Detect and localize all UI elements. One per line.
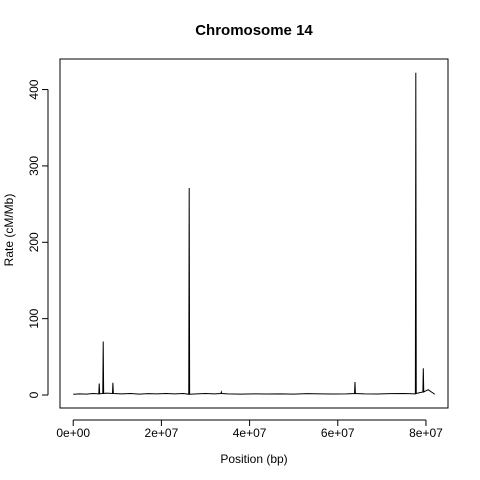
y-tick-label: 200 [27, 232, 41, 252]
x-tick-label: 4e+07 [233, 426, 267, 440]
x-tick-label: 8e+07 [409, 426, 443, 440]
y-tick-label: 0 [27, 391, 41, 398]
chart-title: Chromosome 14 [195, 22, 313, 39]
y-tick-label: 400 [27, 79, 41, 99]
y-axis-label: Rate (cM/Mb) [2, 194, 16, 267]
x-axis: 0e+00 2e+07 4e+07 6e+07 8e+07 [56, 419, 443, 440]
x-axis-label: Position (bp) [220, 452, 287, 466]
y-tick-label: 100 [27, 308, 41, 328]
y-axis: 0 100 200 300 400 [27, 79, 49, 398]
x-tick-label: 0e+00 [56, 426, 90, 440]
plot-frame [59, 58, 449, 409]
y-tick-label: 300 [27, 156, 41, 176]
x-tick-label: 2e+07 [145, 426, 179, 440]
series-line-0 [73, 72, 436, 395]
series-layer [73, 72, 436, 395]
x-tick-label: 6e+07 [321, 426, 355, 440]
